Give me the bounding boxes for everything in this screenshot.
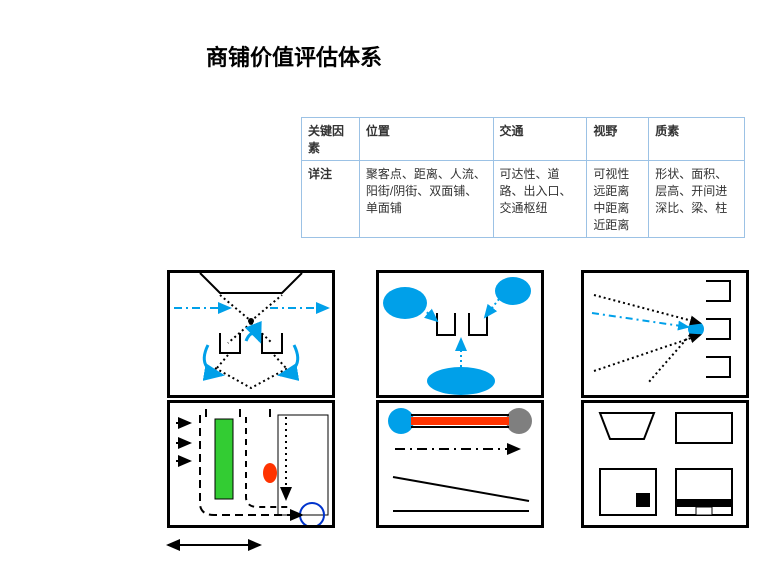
diagram-panel-2 [167,400,335,528]
diagram-panel-3 [376,270,544,398]
criteria-table: 关键因素 位置 交通 视野 质素 详注 聚客点、距离、人流、阳街/阴街、双面铺、… [301,117,745,238]
cell: 可视性 远距离 中距离 近距离 [587,161,649,238]
cell: 关键因素 [302,118,360,161]
diagram-panel-6 [581,400,749,528]
diagram-svg [379,403,541,525]
diagram-panel-5 [581,270,749,398]
cell: 可达性、道路、出入口、交通枢纽 [493,161,587,238]
cell: 位置 [359,118,493,161]
cell: 质素 [649,118,745,161]
diagram-panel-1 [167,270,335,398]
cell: 聚客点、距离、人流、阳街/阴街、双面铺、单面铺 [359,161,493,238]
diagram-panel-4 [376,400,544,528]
diagram-svg [584,273,746,395]
cell: 交通 [493,118,587,161]
diagram-svg [584,403,746,525]
cell: 视野 [587,118,649,161]
page-title: 商铺价值评估体系 [206,40,382,72]
cell: 详注 [302,161,360,238]
diagram-svg [379,273,541,395]
diagram-svg [170,273,332,395]
table-row: 详注 聚客点、距离、人流、阳街/阴街、双面铺、单面铺 可达性、道路、出入口、交通… [302,161,745,238]
diagram-svg [170,403,332,525]
cell: 形状、面积、层高、开间进深比、梁、柱 [649,161,745,238]
table-row: 关键因素 位置 交通 视野 质素 [302,118,745,161]
scale-arrow-icon [160,538,270,552]
